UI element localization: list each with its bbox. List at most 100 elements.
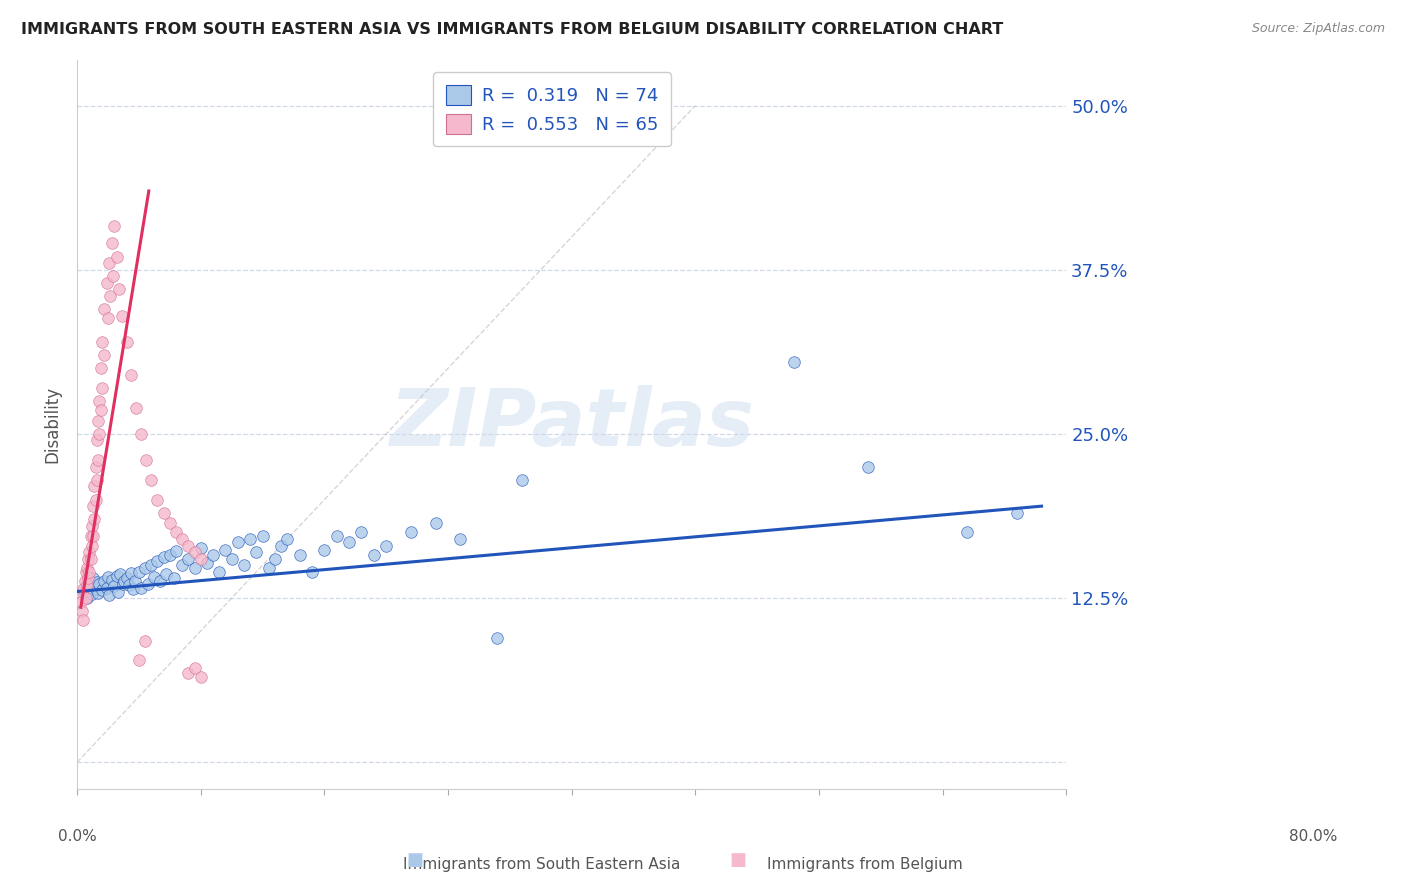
Point [69,595,91,609]
Point [121,566,143,581]
Point [77,551,100,566]
Point [177,665,200,680]
Point [301,565,323,579]
Point [89,576,111,591]
Point [111,576,134,591]
Point [84,582,107,596]
Point [136,576,159,591]
Point [326,529,349,543]
Point [134,634,156,648]
Point [363,548,385,562]
Point [165,544,187,558]
Point [239,532,262,546]
Point [177,551,200,566]
Point [172,532,194,546]
Point [1005,506,1028,520]
Point [314,542,336,557]
Point [131,426,153,441]
Point [142,570,165,584]
Point [202,548,225,562]
Point [86,434,108,448]
Point [233,558,256,573]
Point [165,525,187,540]
Point [121,368,143,382]
Point [76,561,98,575]
Text: 0.0%: 0.0% [58,829,97,844]
Point [375,539,398,553]
Point [162,571,184,585]
Point [214,542,236,557]
Point [80,551,103,566]
Point [110,309,132,323]
Point [146,492,169,507]
Point [97,570,120,584]
Point [128,565,150,579]
Point [77,571,100,585]
Point [90,334,112,349]
Point [134,561,156,575]
Point [146,554,169,568]
Point [75,565,97,579]
Legend: R =  0.319   N = 74, R =  0.553   N = 65: R = 0.319 N = 74, R = 0.553 N = 65 [433,72,671,146]
Point [93,302,115,317]
Point [87,414,110,428]
Point [76,578,98,592]
Point [190,541,212,556]
Point [110,567,132,582]
Point [108,282,131,296]
Point [124,574,146,588]
Point [93,574,115,588]
Point [107,584,129,599]
Point [82,529,104,543]
Y-axis label: Disability: Disability [44,385,60,463]
Point [90,403,112,417]
Point [226,534,249,549]
Point [87,586,110,600]
Point [82,571,104,585]
Point [72,614,94,628]
Point [135,453,157,467]
Point [337,534,360,549]
Point [83,512,105,526]
Point [105,250,128,264]
Point [115,571,138,585]
Point [80,587,103,601]
Point [96,581,118,595]
Point [183,661,205,675]
Point [152,506,174,520]
Point [93,348,115,362]
Point [190,670,212,684]
Point [858,459,880,474]
Point [103,219,125,234]
Point [100,289,122,303]
Point [84,459,107,474]
Point [208,565,231,579]
Point [75,591,97,606]
Point [84,492,107,507]
Point [783,354,806,368]
Point [121,582,143,596]
Point [195,556,218,570]
Point [399,525,422,540]
Point [76,591,98,606]
Point [125,401,148,415]
Point [245,545,267,559]
Point [257,561,280,575]
Point [79,565,101,579]
Point [350,525,373,540]
Point [90,361,112,376]
Point [115,334,138,349]
Point [97,311,120,326]
Point [159,548,181,562]
Text: Immigrants from Belgium: Immigrants from Belgium [766,857,963,872]
Point [101,269,124,284]
Point [159,516,181,531]
Point [190,551,212,566]
Point [183,561,205,575]
Point [141,558,163,573]
Point [79,578,101,592]
Point [155,567,177,582]
Text: ■: ■ [406,851,423,869]
Point [98,589,121,603]
Point [72,582,94,596]
